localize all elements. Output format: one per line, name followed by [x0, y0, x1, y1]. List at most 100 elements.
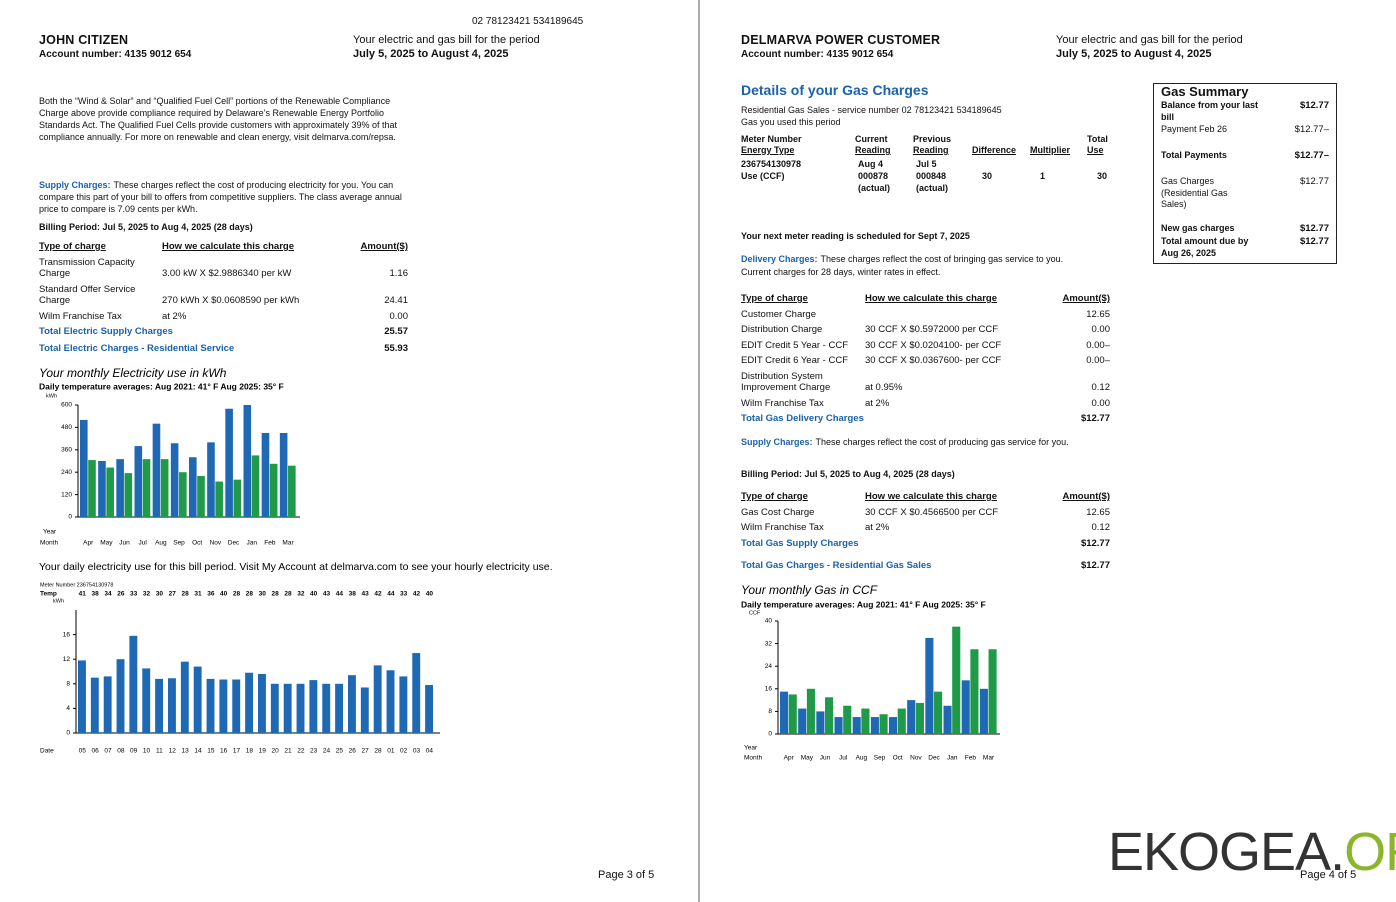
y-tick-label: 480	[61, 424, 72, 431]
y-axis-label: CCF	[749, 610, 761, 616]
grand-total-amount: 55.93	[384, 343, 408, 354]
temp-label: 38	[91, 591, 99, 598]
x-tick-label: Dec	[228, 540, 240, 547]
total-label: Total Electric Supply Charges	[39, 326, 173, 337]
table-cell: 270 kWh X $0.0608590 per kWh	[162, 295, 300, 306]
total-amount: 25.57	[384, 326, 408, 337]
bar	[861, 708, 870, 734]
x-tick-label: Sep	[874, 755, 886, 762]
x-tick-label: 09	[130, 748, 138, 755]
temp-label: 40	[426, 591, 434, 598]
bar	[103, 676, 112, 733]
x-tick-label: 28	[374, 748, 382, 755]
bar	[207, 442, 215, 517]
meter-header: Energy Type	[741, 145, 795, 155]
bar	[897, 708, 906, 734]
meter-header: Reading	[913, 145, 949, 155]
table-row: Distribution System Improvement Charge at…	[741, 370, 1110, 397]
bar	[269, 463, 278, 517]
x-tick-label: 14	[194, 748, 202, 755]
x-tick-label: Apr	[83, 540, 94, 547]
x-tick-label: Sep	[173, 540, 185, 547]
bar	[219, 679, 228, 733]
bar	[907, 700, 916, 734]
bar	[970, 649, 979, 734]
table-row: Wilm Franchise Tax at 2% 0.00	[39, 310, 408, 326]
bar	[296, 683, 305, 733]
x-axis-label: Date	[40, 748, 54, 755]
bar	[142, 668, 151, 733]
customer-name: JOHN CITIZEN	[39, 33, 129, 47]
summary-label: Balance from your last bill	[1161, 100, 1259, 122]
bar	[335, 683, 344, 733]
table-row: Type of charge How we calculate this char…	[39, 240, 408, 256]
table-cell: Wilm Franchise Tax	[39, 310, 122, 322]
chart-title: Your monthly Gas in CCF	[741, 583, 878, 597]
summary-label: Total Payments	[1161, 150, 1227, 160]
bar	[189, 457, 197, 517]
chart-subtitle: Daily temperature averages: Aug 2021: 41…	[741, 599, 986, 609]
meter-value: 000848	[916, 171, 947, 181]
period-label: Your electric and gas bill for the perio…	[353, 34, 540, 46]
meter-value: (actual)	[916, 183, 949, 193]
supply-text: These charges reflect the cost of produc…	[815, 437, 1069, 447]
x-axis-label: Month	[744, 755, 762, 762]
table-row: EDIT Credit 5 Year - CCF 30 CCF X $0.0204…	[741, 339, 1110, 355]
year-label: Year	[43, 529, 57, 536]
period: July 5, 2025 to August 4, 2025	[353, 48, 509, 60]
y-tick-label: 0	[66, 730, 70, 737]
table-cell: 0.00	[389, 310, 409, 322]
supply-intro: Supply Charges: These charges reflect the…	[741, 436, 1069, 448]
meter-header: Previous	[913, 134, 952, 144]
temp-label: 27	[169, 591, 177, 598]
table-cell: 30 CCF X $0.0367600- per CCF	[865, 355, 1002, 366]
table-cell	[865, 308, 1041, 324]
x-tick-label: 11	[156, 748, 163, 755]
y-tick-label: 0	[68, 514, 72, 521]
x-tick-label: May	[801, 755, 814, 762]
bar	[412, 653, 421, 733]
supply-text: These charges reflect the cost of produc…	[39, 180, 402, 214]
x-axis-label: Month	[40, 540, 58, 547]
bar	[270, 683, 279, 733]
watermark: EKOGEA.ORG	[1108, 822, 1396, 882]
table-cell: How we calculate this charge	[865, 491, 997, 502]
chart-title: Your monthly Electricity use in kWh	[39, 366, 227, 380]
y-tick-label: 32	[765, 640, 773, 647]
bar	[870, 717, 879, 734]
temp-label: 30	[259, 591, 267, 598]
table-cell: 12.65	[1086, 506, 1110, 518]
bar	[399, 676, 408, 733]
details-title: Details of your Gas Charges	[741, 82, 929, 98]
temp-label: 28	[271, 591, 279, 598]
table-row: Gas Cost Charge 30 CCF X $0.4566500 per C…	[741, 506, 1110, 522]
temp-label: 41	[79, 591, 87, 598]
service-numbers: 02 78123421 534189645	[472, 16, 584, 27]
table-cell: Amount($)	[1062, 491, 1111, 502]
y-tick-label: 360	[61, 447, 72, 454]
table-cell: 0.00–	[1086, 339, 1110, 351]
meter-value: 1	[1040, 171, 1046, 181]
grand-total-label: Total Electric Charges - Residential Ser…	[39, 343, 235, 354]
x-tick-label: Feb	[264, 540, 276, 547]
bar	[215, 481, 223, 517]
table-cell: Distribution System Improvement Charge	[741, 370, 831, 394]
table-cell: Gas Cost Charge	[741, 506, 815, 518]
year-label: Year	[744, 745, 758, 752]
table-cell: Customer Charge	[741, 308, 816, 320]
delivery-intro: Delivery Charges: These charges reflect t…	[741, 253, 1063, 265]
meter-header: Total	[1087, 134, 1108, 144]
bar	[309, 680, 318, 733]
bar	[180, 661, 189, 733]
account-number: Account number: 4135 9012 654	[39, 49, 192, 60]
table-row: Standard Offer Service Charge 270 kWh X $…	[39, 283, 408, 310]
temp-label: 44	[387, 591, 395, 598]
watermark-main: EKOGEA.	[1108, 822, 1345, 882]
y-tick-label: 0	[768, 731, 772, 738]
table-cell: 0.12	[1091, 382, 1111, 393]
summary-amount: $12.77	[1299, 223, 1329, 234]
x-tick-label: 15	[207, 748, 215, 755]
meter-value: 30	[982, 171, 993, 181]
